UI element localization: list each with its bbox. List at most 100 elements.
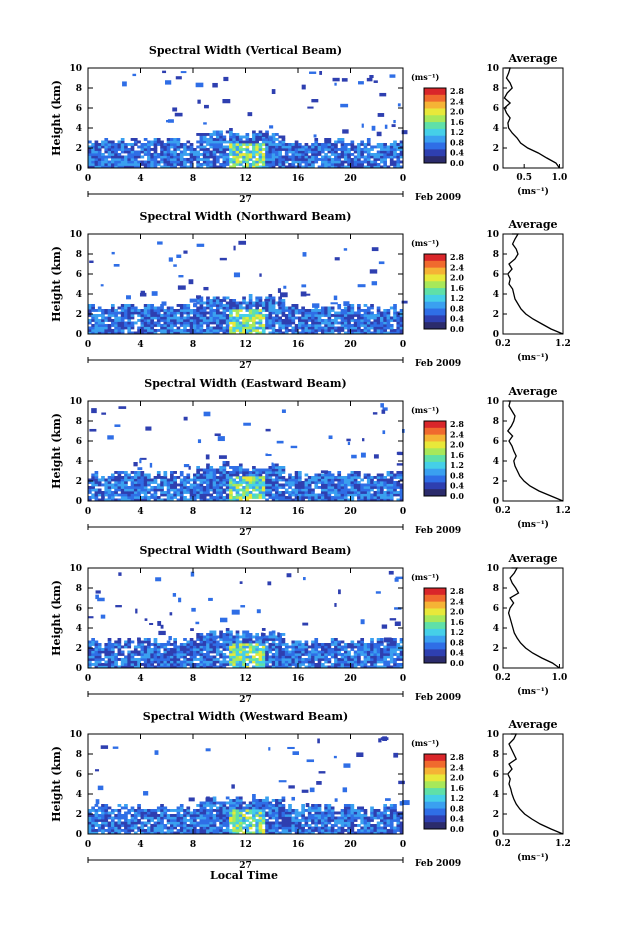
heatmap-cell (153, 155, 158, 159)
heatmap-cell (225, 155, 230, 159)
heatmap-cell (127, 831, 132, 835)
heatmap-cell (376, 481, 381, 484)
heatmap-cell (212, 809, 217, 812)
heatmap-cell (255, 160, 260, 164)
heatmap-cell (120, 816, 125, 820)
heatmap-cell (366, 648, 371, 651)
heatmap-cell (173, 816, 177, 820)
colorbar-tick-label: 0.8 (450, 303, 464, 313)
heatmap-cell (386, 645, 391, 649)
heatmap-cell (363, 309, 368, 312)
heatmap-cell (196, 663, 200, 666)
heatmap-cell (281, 311, 286, 315)
heatmap-cell (314, 650, 319, 654)
y-tick-label: 10 (69, 397, 82, 407)
heatmap-cell (225, 145, 230, 149)
heatmap-cell (235, 640, 240, 644)
heatmap-cell (245, 324, 250, 327)
heatmap-cell (337, 471, 342, 474)
heatmap-cell (252, 658, 256, 661)
heatmap-cell (107, 148, 112, 151)
heatmap-cell (268, 155, 273, 159)
heatmap-cell (238, 660, 243, 664)
heatmap-cell (202, 153, 207, 156)
heatmap-cell (350, 643, 355, 646)
heatmap-cell (222, 809, 227, 812)
heatmap-cell (117, 831, 122, 835)
heatmap-cell (294, 658, 299, 661)
heatmap-cell (147, 829, 151, 832)
y-tick-label: 10 (69, 230, 82, 240)
heatmap-cell (153, 148, 158, 151)
heatmap-cell (327, 658, 332, 661)
colorbar-swatch (424, 149, 446, 157)
heatmap-cell (206, 663, 210, 666)
heatmap-cell (268, 311, 273, 315)
heatmap-cell (156, 473, 161, 477)
heatmap-cell (183, 321, 187, 325)
colorbar-swatch (424, 254, 446, 262)
heatmap-cell (153, 660, 158, 664)
heatmap-cell (373, 643, 378, 646)
colorbar-swatch (424, 288, 446, 296)
heatmap-cell (101, 804, 105, 807)
heatmap-cell (252, 301, 256, 305)
heatmap-cell (212, 143, 217, 146)
heatmap-cell (127, 638, 132, 641)
heatmap-cell (360, 486, 365, 489)
heatmap-cell (202, 491, 207, 494)
heatmap-cell (304, 658, 309, 661)
heatmap-cell (327, 473, 332, 477)
heatmap-cell (209, 633, 214, 636)
heatmap-cell (183, 150, 187, 154)
heatmap-cell (133, 824, 138, 827)
colorbar-swatch (424, 301, 446, 310)
heatmap-cell (383, 496, 387, 499)
heatmap-cell (383, 476, 387, 479)
heatmap-cell (268, 314, 273, 317)
heatmap-cell (147, 650, 151, 654)
heatmap-cell (95, 594, 99, 600)
heatmap-cell (101, 811, 105, 815)
heatmap-cell (380, 160, 384, 164)
heatmap-cell (245, 476, 250, 479)
heatmap-cell (193, 488, 197, 492)
heatmap-cell (166, 309, 171, 312)
heatmap-cell (147, 331, 151, 335)
heatmap-cell (120, 306, 125, 310)
heatmap-cell (156, 324, 161, 327)
heatmap-cell (350, 163, 355, 166)
heatmap-cell (373, 486, 378, 489)
heatmap-cell (314, 326, 319, 330)
heatmap-cell (179, 831, 184, 835)
heatmap-cell (166, 653, 171, 656)
heatmap-cell (258, 483, 263, 487)
heatmap-cell (110, 309, 115, 312)
heatmap-cell (124, 663, 128, 666)
heatmap-cell (255, 143, 260, 146)
heatmap-cells (88, 403, 405, 502)
heatmap-cell (94, 814, 99, 817)
heatmap-cell (235, 314, 240, 317)
heatmap-cell (124, 819, 128, 822)
heatmap-cell (170, 163, 174, 166)
heatmap-cell (209, 316, 214, 320)
heatmap-cell (265, 476, 269, 479)
heatmap-cell (399, 645, 404, 649)
heatmap-cell (360, 148, 365, 151)
heatmap-cell (225, 463, 230, 467)
heatmap-cell (176, 143, 181, 146)
heatmap-cell (179, 809, 184, 812)
heatmap-cell (190, 628, 194, 632)
heatmap-cell (357, 488, 361, 492)
heatmap-cell (229, 663, 233, 666)
heatmap-cell (183, 486, 187, 489)
heatmap-cell (173, 140, 177, 144)
colorbar-swatch (424, 489, 446, 497)
heatmap-cell (153, 493, 158, 497)
heatmap-cell (215, 829, 220, 832)
heatmap-cell (202, 468, 207, 472)
colorbar-swatch (424, 101, 446, 109)
heatmap-cell (394, 578, 399, 582)
heatmap-cell (343, 316, 348, 320)
